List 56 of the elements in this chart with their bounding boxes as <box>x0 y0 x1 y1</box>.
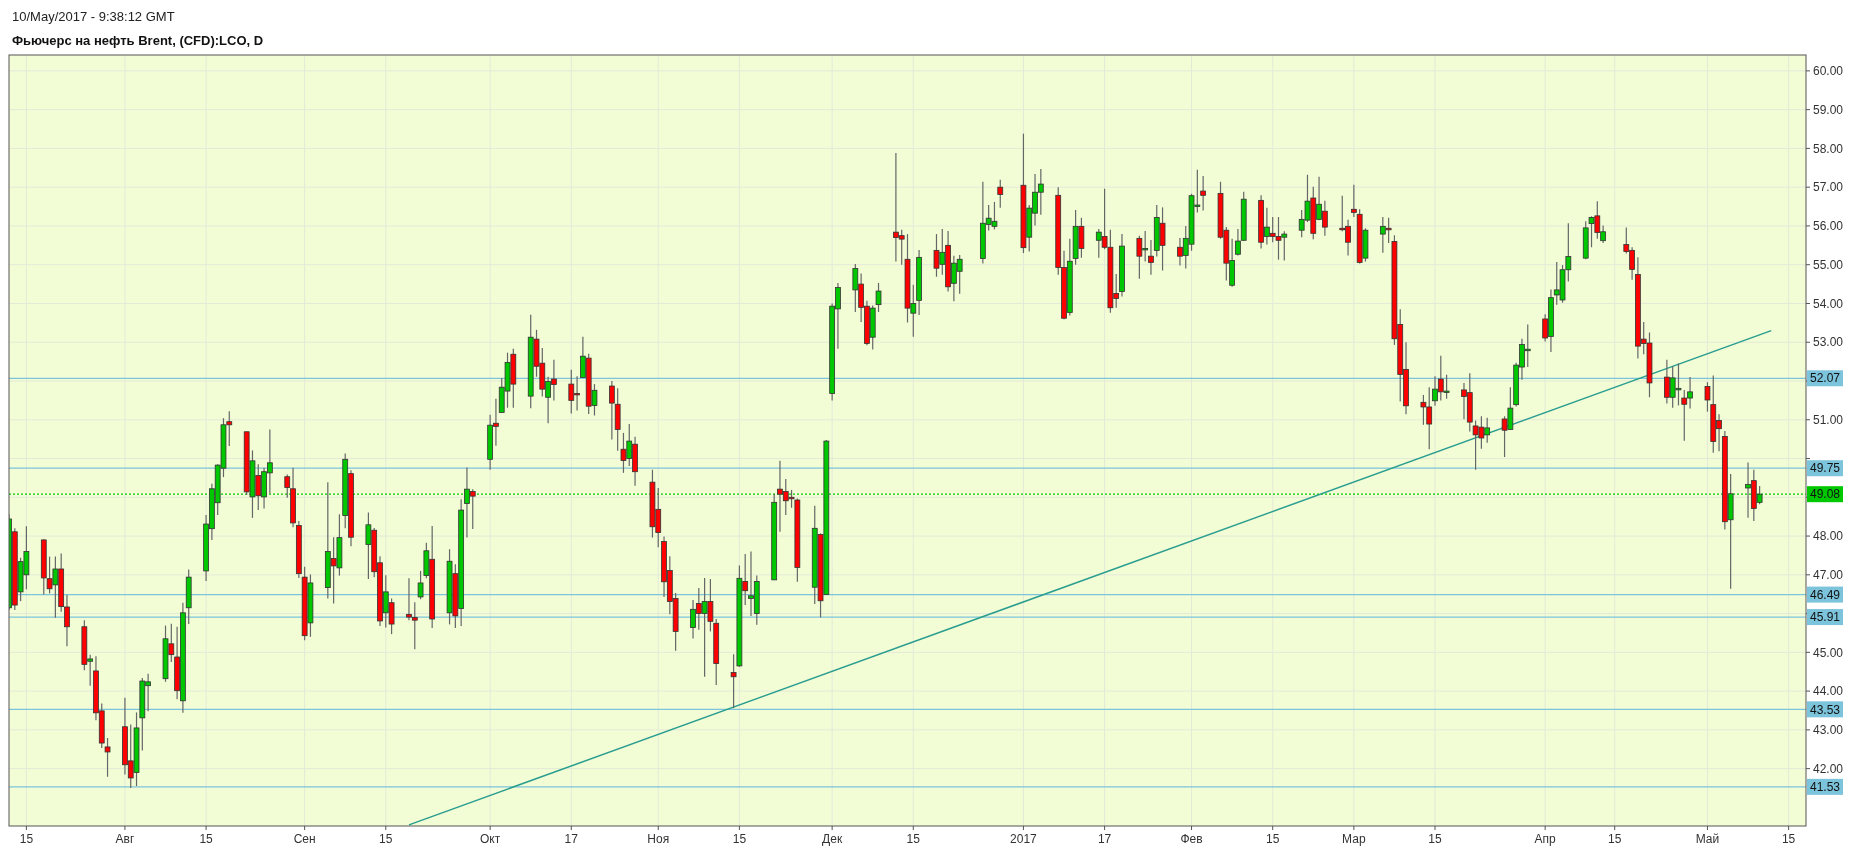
y-tick-label: 48.00 <box>1813 529 1844 544</box>
ref-line-label: 46.49 <box>1810 587 1841 602</box>
y-tick-label: 43.00 <box>1813 723 1844 738</box>
candlestick <box>1200 175 1206 212</box>
y-tick-label: 58.00 <box>1813 141 1844 156</box>
x-tick-label: 17 <box>564 832 579 846</box>
ref-line-label: 49.08 <box>1810 487 1841 502</box>
x-tick-label: Фев <box>1180 832 1203 846</box>
candlestick <box>1148 239 1154 276</box>
x-tick-label: Сен <box>293 832 316 846</box>
x-tick-label: 15 <box>19 832 34 846</box>
y-tick-label: 45.00 <box>1813 645 1844 660</box>
x-tick-label: Авг <box>115 832 135 846</box>
x-tick-label: 15 <box>1608 832 1622 846</box>
x-tick-label: Мар <box>1342 832 1366 846</box>
ref-line-label: 41.53 <box>1810 780 1841 795</box>
x-tick-label: Апр <box>1534 832 1557 846</box>
y-tick-label: 54.00 <box>1813 296 1844 311</box>
x-tick-label: Ноя <box>647 832 670 846</box>
x-tick-label: Окт <box>480 832 501 846</box>
ref-line-label: 45.91 <box>1810 610 1841 625</box>
candlestick <box>284 473 291 499</box>
candlestick <box>104 737 111 778</box>
y-tick-label: 57.00 <box>1813 180 1844 195</box>
candlestick <box>730 653 737 709</box>
x-tick-label: 15 <box>379 832 393 846</box>
y-tick-label: 42.00 <box>1813 761 1844 776</box>
x-tick-label: Май <box>1695 832 1720 846</box>
y-tick-label: 59.00 <box>1813 102 1844 117</box>
x-tick-label: 15 <box>199 832 214 846</box>
text: 10/May/2017 - 9:38:12 GMT <box>12 9 175 24</box>
ref-line-label: 52.07 <box>1810 371 1841 386</box>
candlestick <box>417 570 424 600</box>
candlestick <box>1350 184 1357 218</box>
candlestick <box>609 380 615 441</box>
y-tick-label: 60.00 <box>1813 64 1844 79</box>
ref-line-label: 43.53 <box>1810 702 1841 717</box>
candlestick <box>997 179 1004 209</box>
candlestick <box>875 282 882 313</box>
candlestick <box>1704 381 1711 413</box>
y-tick-label: 56.00 <box>1813 219 1844 234</box>
x-tick-label: 15 <box>906 832 921 846</box>
x-tick-label: 2017 <box>1010 832 1038 846</box>
x-tick-label: 15 <box>1781 832 1796 846</box>
x-tick-label: Дек <box>822 832 843 846</box>
ref-line-label: 49.75 <box>1810 461 1841 476</box>
x-tick-label: 17 <box>1097 832 1112 846</box>
y-tick-label: 47.00 <box>1813 568 1844 583</box>
x-tick-label: 15 <box>1428 832 1442 846</box>
x-tick-label: 15 <box>1266 832 1280 846</box>
y-tick-label: 53.00 <box>1813 335 1844 350</box>
chart-title: Фьючерс на нефть Brent, (CFD):LCO, D <box>12 33 264 48</box>
x-tick-label: 15 <box>732 832 747 846</box>
y-tick-label: 55.00 <box>1813 257 1844 272</box>
y-tick-label: 44.00 <box>1813 684 1844 699</box>
y-tick-label: 51.00 <box>1813 412 1844 427</box>
